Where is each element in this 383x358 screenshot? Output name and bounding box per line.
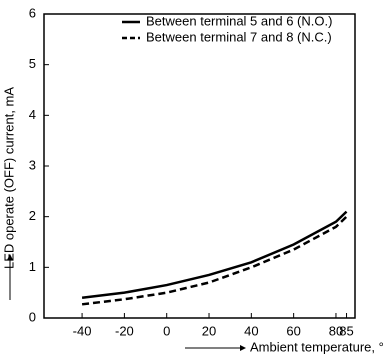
x-tick-label: -20	[115, 323, 134, 338]
legend-label: Between terminal 7 and 8 (N.C.)	[146, 29, 332, 44]
y-axis-label: LED operate (OFF) current, mA	[1, 87, 16, 269]
y-tick-label: 2	[29, 208, 36, 223]
y-tick-label: 3	[29, 157, 36, 172]
legend-label: Between terminal 5 and 6 (N.O.)	[146, 13, 332, 28]
y-tick-label: 0	[29, 309, 36, 324]
x-tick-label: 60	[286, 323, 300, 338]
x-tick-label: 20	[202, 323, 216, 338]
series-line	[81, 210, 348, 299]
x-tick-label: 85	[339, 323, 353, 338]
x-tick-label: -40	[73, 323, 92, 338]
x-tick-label: 40	[244, 323, 258, 338]
series-line	[81, 215, 348, 306]
x-tick-label: 0	[163, 323, 170, 338]
x-axis-label: Ambient temperature, °C	[250, 339, 383, 354]
y-tick-label: 5	[29, 56, 36, 71]
y-tick-label: 1	[29, 259, 36, 274]
x-tick-label: 80	[329, 323, 343, 338]
x-label-arrowhead	[240, 345, 246, 351]
plot-frame	[43, 13, 356, 319]
y-tick-label: 6	[29, 5, 36, 20]
y-label-arrowhead	[7, 254, 13, 260]
y-tick-label: 4	[29, 107, 36, 122]
